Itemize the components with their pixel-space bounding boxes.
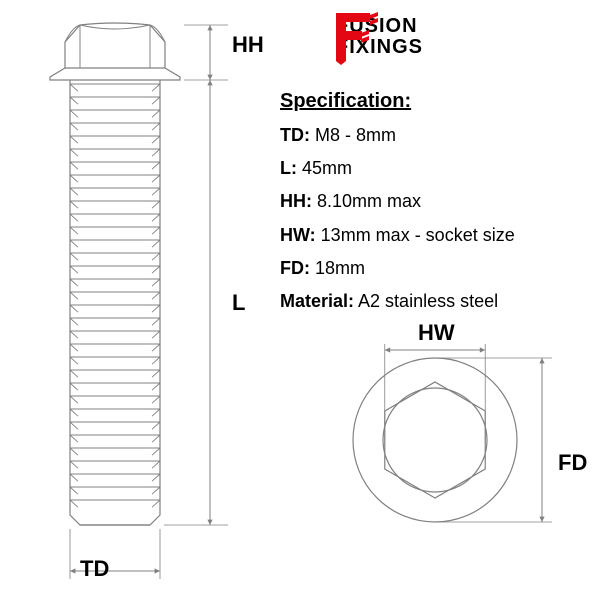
label-fd: FD [558,450,587,476]
bolt-top-view [0,0,600,600]
label-hw: HW [418,320,455,346]
label-hh: HH [232,32,264,58]
label-l: L [232,290,245,316]
label-td: TD [80,556,109,582]
